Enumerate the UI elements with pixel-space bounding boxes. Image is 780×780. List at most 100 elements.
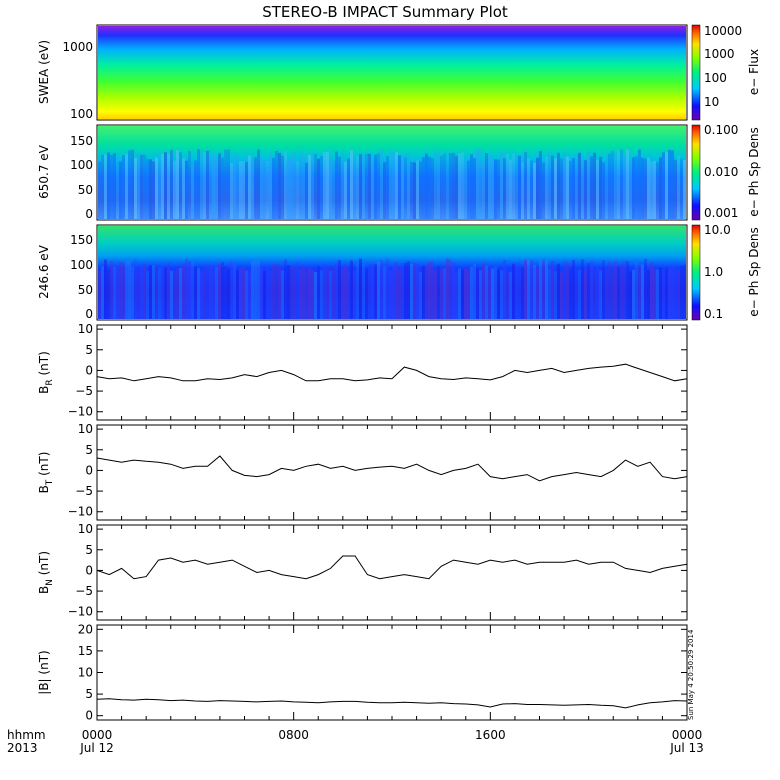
spectrogram-streak: [542, 259, 545, 319]
panel-ylabel-main: |B|: [37, 678, 51, 694]
spectrogram-streak: [248, 271, 251, 319]
time-axis-row2-label: 2013: [7, 741, 38, 755]
spectrogram-streak: [575, 267, 578, 319]
spectrogram-streak: [428, 261, 431, 319]
spectrogram-streak: [371, 263, 374, 319]
spectrogram-streak: [677, 269, 680, 319]
spectrogram-streak: [539, 151, 542, 219]
spectrogram-streak: [404, 157, 407, 219]
colorbar-650eV-tick-0.001: 0.001: [704, 206, 738, 220]
spectrogram-streak: [167, 262, 170, 319]
spectrogram-swea-frame: [96, 24, 688, 121]
spectrogram-streak: [179, 152, 182, 219]
spectrogram-streak: [434, 150, 437, 219]
spectrogram-streak: [509, 271, 512, 319]
spectrogram-streak: [101, 154, 104, 219]
spectrogram-streak: [455, 272, 458, 319]
ytick-label: 5: [85, 687, 93, 701]
spectrogram-streak: [299, 268, 302, 319]
spectrogram-streak: [98, 270, 101, 319]
spectrogram-streak: [236, 269, 239, 319]
spectrogram-streak: [362, 263, 365, 319]
spectrogram-streak: [473, 264, 476, 319]
spectrogram-streak: [377, 261, 380, 319]
spectrogram-streak: [575, 153, 578, 219]
spectrogram-streak: [356, 156, 359, 219]
panel-ylabel-sub: T: [45, 479, 55, 486]
spectrogram-streak: [158, 267, 161, 319]
spectrogram-streak: [206, 150, 209, 219]
spectrogram-streak: [371, 161, 374, 219]
spectrogram-streak: [263, 271, 266, 319]
spectrogram-streak: [611, 271, 614, 319]
spectrogram-streak: [347, 270, 350, 319]
panel-frame: [96, 424, 688, 521]
spectrogram-streak: [581, 162, 584, 219]
ytick-label: 0: [85, 463, 93, 477]
ytick-label: −10: [68, 505, 93, 519]
spectrogram-streak: [593, 152, 596, 219]
spectrogram-streak: [479, 149, 482, 219]
colorbar-246eV-tick-1.0: 1.0: [704, 265, 723, 279]
spectrogram-streak: [110, 260, 113, 319]
spectrogram-streak: [626, 149, 629, 219]
spectrogram-streak: [668, 268, 671, 319]
spectrogram-streak: [362, 155, 365, 219]
spectrogram-streak: [389, 150, 392, 219]
spectrogram-streak: [239, 268, 242, 319]
spectrogram-streak: [626, 260, 629, 319]
spectrogram-streak: [635, 261, 638, 319]
panel-ylabel-main: B: [37, 485, 51, 493]
spectrogram-streak: [269, 270, 272, 319]
spectrogram-650eV-ytick-0: 0: [85, 207, 93, 221]
spectrogram-swea-ytick-1000: 1000: [62, 40, 93, 54]
spectrogram-streak: [617, 266, 620, 319]
panel-frame: [96, 324, 688, 421]
spectrogram-streak: [158, 153, 161, 219]
spectrogram-streak: [632, 157, 635, 219]
spectrogram-streak: [344, 161, 347, 219]
spectrogram-streak: [287, 158, 290, 219]
spectrogram-streak: [647, 270, 650, 319]
spectrogram-streak: [212, 155, 215, 219]
panel-1: 10 5 0 −5 −10 BR (nT): [37, 322, 688, 421]
spectrogram-streak: [272, 157, 275, 219]
spectrogram-streak: [386, 258, 389, 319]
spectrogram-streak: [368, 153, 371, 219]
spectrogram-streak: [287, 265, 290, 319]
spectrogram-streak: [524, 259, 527, 319]
spectrogram-streak: [476, 150, 479, 219]
spectrogram-streak: [218, 153, 221, 219]
spectrogram-streak: [539, 259, 542, 319]
spectrogram-streak: [557, 152, 560, 219]
time-tick-date: Jul 13: [669, 741, 704, 755]
ytick-label: −10: [68, 605, 93, 619]
spectrogram-streak: [668, 149, 671, 219]
spectrogram-streak: [551, 155, 554, 219]
spectrogram-streak: [638, 149, 641, 219]
spectrogram-streak: [491, 159, 494, 219]
spectrogram-streak: [413, 162, 416, 219]
spectrogram-streak: [119, 161, 122, 219]
spectrogram-streak: [389, 270, 392, 319]
spectrogram-streak: [353, 270, 356, 319]
spectrogram-streak: [365, 269, 368, 319]
ytick-label: 10: [78, 666, 93, 680]
spectrogram-streak: [608, 153, 611, 219]
ytick-label: 5: [85, 443, 93, 457]
spectrogram-streak: [518, 262, 521, 319]
spectrogram-streak: [185, 160, 188, 219]
spectrogram-streak: [440, 155, 443, 219]
panel-4: 20 15 10 5 0 |B| (nT): [37, 622, 688, 723]
spectrogram-streak: [299, 150, 302, 219]
spectrogram-streak: [461, 269, 464, 319]
spectrogram-streak: [482, 262, 485, 319]
spectrogram-streak: [146, 271, 149, 319]
spectrogram-streak: [236, 155, 239, 219]
spectrogram-streak: [503, 259, 506, 319]
ytick-label: 15: [78, 644, 93, 658]
spectrogram-streak: [170, 270, 173, 319]
spectrogram-streak: [659, 267, 662, 319]
spectrogram-streak: [440, 267, 443, 319]
